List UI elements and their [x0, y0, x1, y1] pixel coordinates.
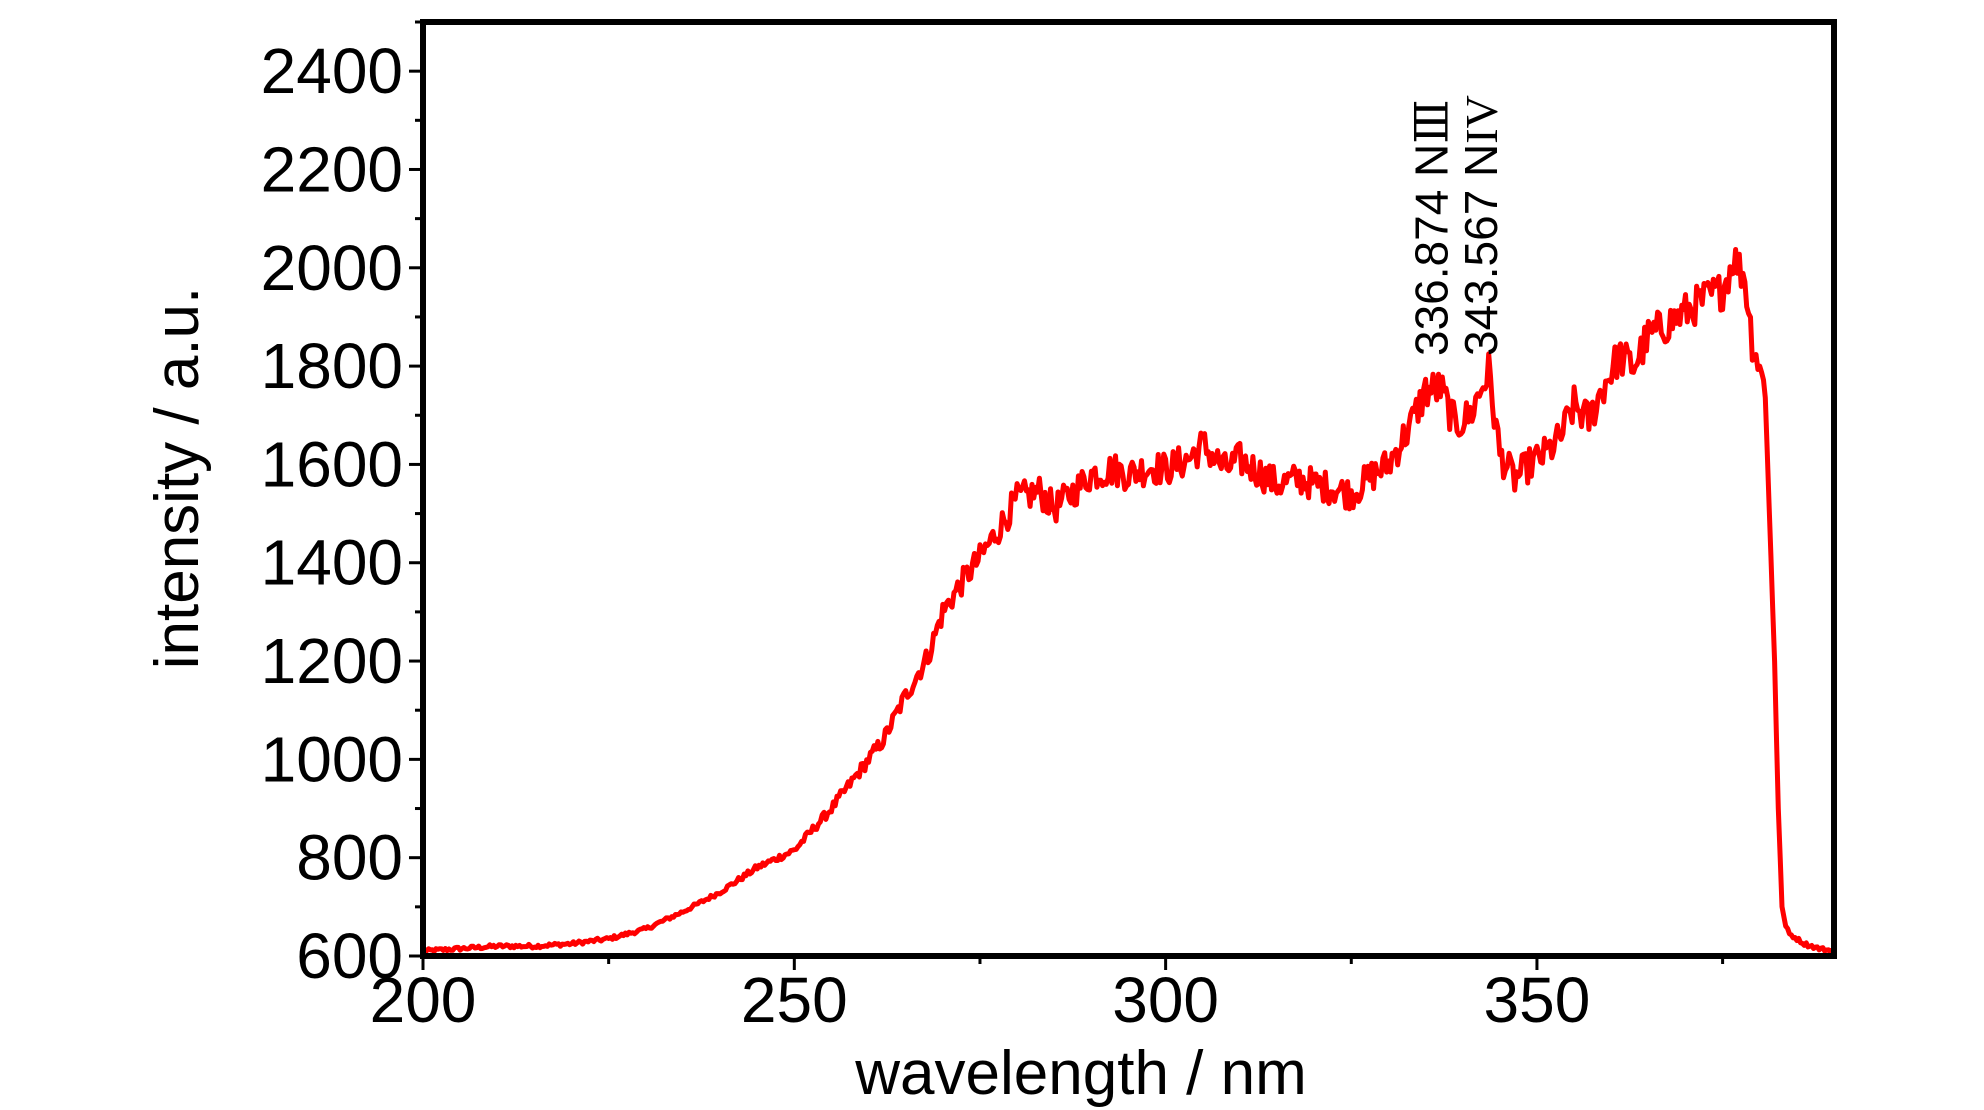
x-tick-label: 300: [1112, 964, 1219, 1036]
y-tick-label: 2400: [261, 35, 403, 107]
peak-annotation: 336.874 NⅢ: [1406, 99, 1458, 356]
y-tick-label: 1600: [261, 428, 403, 500]
x-axis-title: wavelength / nm: [854, 1039, 1306, 1108]
peak-annotation-label: 336.874 N: [1406, 144, 1458, 356]
peak-annotation: 343.567 NIV: [1455, 95, 1507, 356]
plot-frame: [420, 19, 1837, 959]
y-axis-ticks: 600 800 1000 1200 1400 1600 1800 2000 2200 2400: [261, 20, 423, 992]
y-axis-title: intensity / a.u.: [143, 287, 212, 670]
peak-annotation-ion: IV: [1456, 95, 1507, 144]
peak-annotation-label: 343.567 N: [1455, 144, 1507, 356]
y-tick-label: 1200: [261, 625, 403, 697]
y-tick-label: 1400: [261, 527, 403, 599]
x-tick-label: 200: [370, 964, 477, 1036]
y-tick-label: 2200: [261, 133, 403, 205]
peak-annotation-ion: Ⅲ: [1407, 99, 1458, 143]
y-tick-label: 600: [296, 920, 403, 992]
y-tick-label: 2000: [261, 232, 403, 304]
y-tick-label: 1800: [261, 330, 403, 402]
x-tick-label: 250: [741, 964, 848, 1036]
spectrum-line: [423, 247, 1834, 955]
plot-background: [423, 22, 1834, 956]
y-tick-label: 800: [296, 822, 403, 894]
y-tick-label: 1000: [261, 723, 403, 795]
x-axis-ticks: 200 250 300 350: [370, 956, 1725, 1036]
x-tick-label: 350: [1484, 964, 1591, 1036]
